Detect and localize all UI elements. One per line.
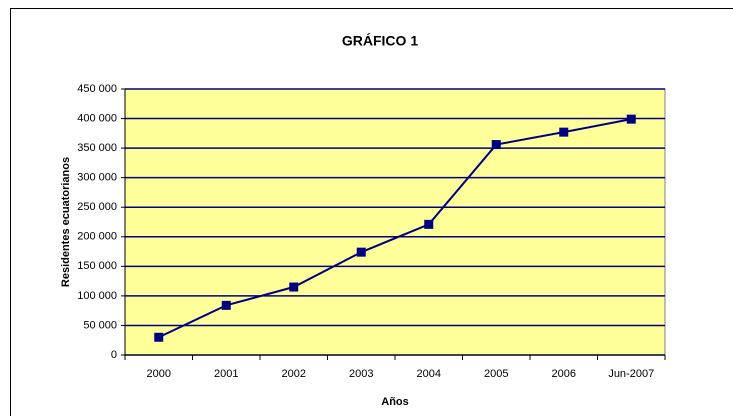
- x-tick-label: 2006: [552, 368, 576, 380]
- y-tick-label: 50 000: [83, 319, 117, 331]
- y-tick-label: 100 000: [77, 290, 117, 302]
- y-tick-label: 0: [111, 349, 117, 361]
- x-tick-label: Jun-2007: [608, 368, 654, 380]
- y-tick-label: 300 000: [77, 172, 117, 184]
- chart-title: GRÁFICO 1: [342, 33, 418, 49]
- x-tick-label: 2003: [349, 368, 373, 380]
- y-tick-label: 150 000: [77, 260, 117, 272]
- y-axis-label: Residentes ecuatorianos: [60, 157, 72, 287]
- x-tick-label: 2002: [282, 368, 306, 380]
- point-marker: [626, 114, 636, 124]
- point-marker: [491, 140, 501, 150]
- series-line: [158, 118, 632, 339]
- y-tick-label: 200 000: [77, 231, 117, 243]
- point-marker: [289, 282, 299, 292]
- y-tick-label: 250 000: [77, 201, 117, 213]
- point-marker: [356, 247, 366, 257]
- y-tick-label: 400 000: [77, 112, 117, 124]
- point-marker: [559, 127, 569, 137]
- x-tick-label: 2001: [214, 368, 238, 380]
- point-marker: [221, 300, 231, 310]
- y-tick-label: 450 000: [77, 83, 117, 95]
- x-axis-label: Años: [381, 396, 409, 408]
- x-tick-label: 2004: [417, 368, 441, 380]
- point-marker: [154, 332, 164, 342]
- x-tick-label: 2005: [484, 368, 508, 380]
- y-tick-label: 350 000: [77, 142, 117, 154]
- point-marker: [424, 219, 434, 229]
- x-tick-label: 2000: [147, 368, 171, 380]
